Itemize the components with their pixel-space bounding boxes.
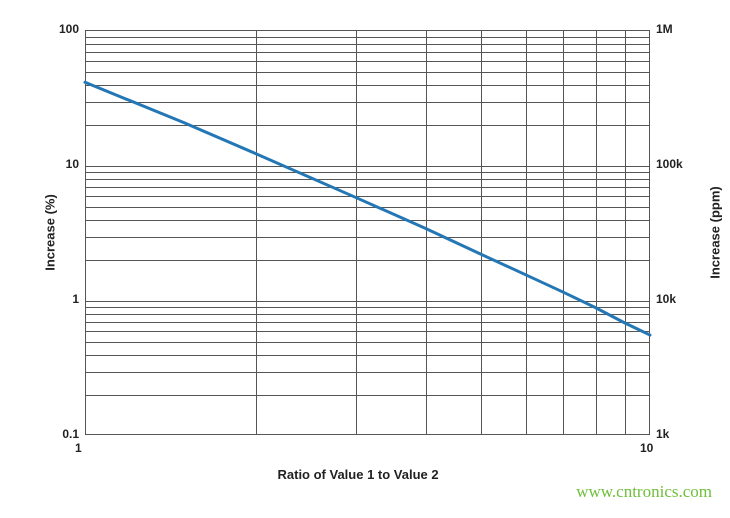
data-curve [0,0,730,518]
y-right-tick-label: 100k [656,157,683,171]
y-left-tick-label: 10 [66,157,79,171]
y-left-tick-label: 100 [59,22,79,36]
y-axis-right-label: Increase (ppm) [708,172,723,292]
y-left-tick-label: 1 [72,292,79,306]
y-right-tick-label: 1M [656,22,673,36]
x-axis-label: Ratio of Value 1 to Value 2 [278,467,439,482]
y-axis-left-label: Increase (%) [43,182,58,282]
x-tick-label: 10 [640,441,653,455]
x-tick-label: 1 [75,441,82,455]
watermark-text: www.cntronics.com [576,482,712,502]
chart-container: Ratio of Value 1 to Value 2 Increase (%)… [0,0,730,518]
y-right-tick-label: 1k [656,427,669,441]
y-right-tick-label: 10k [656,292,676,306]
y-left-tick-label: 0.1 [62,427,79,441]
